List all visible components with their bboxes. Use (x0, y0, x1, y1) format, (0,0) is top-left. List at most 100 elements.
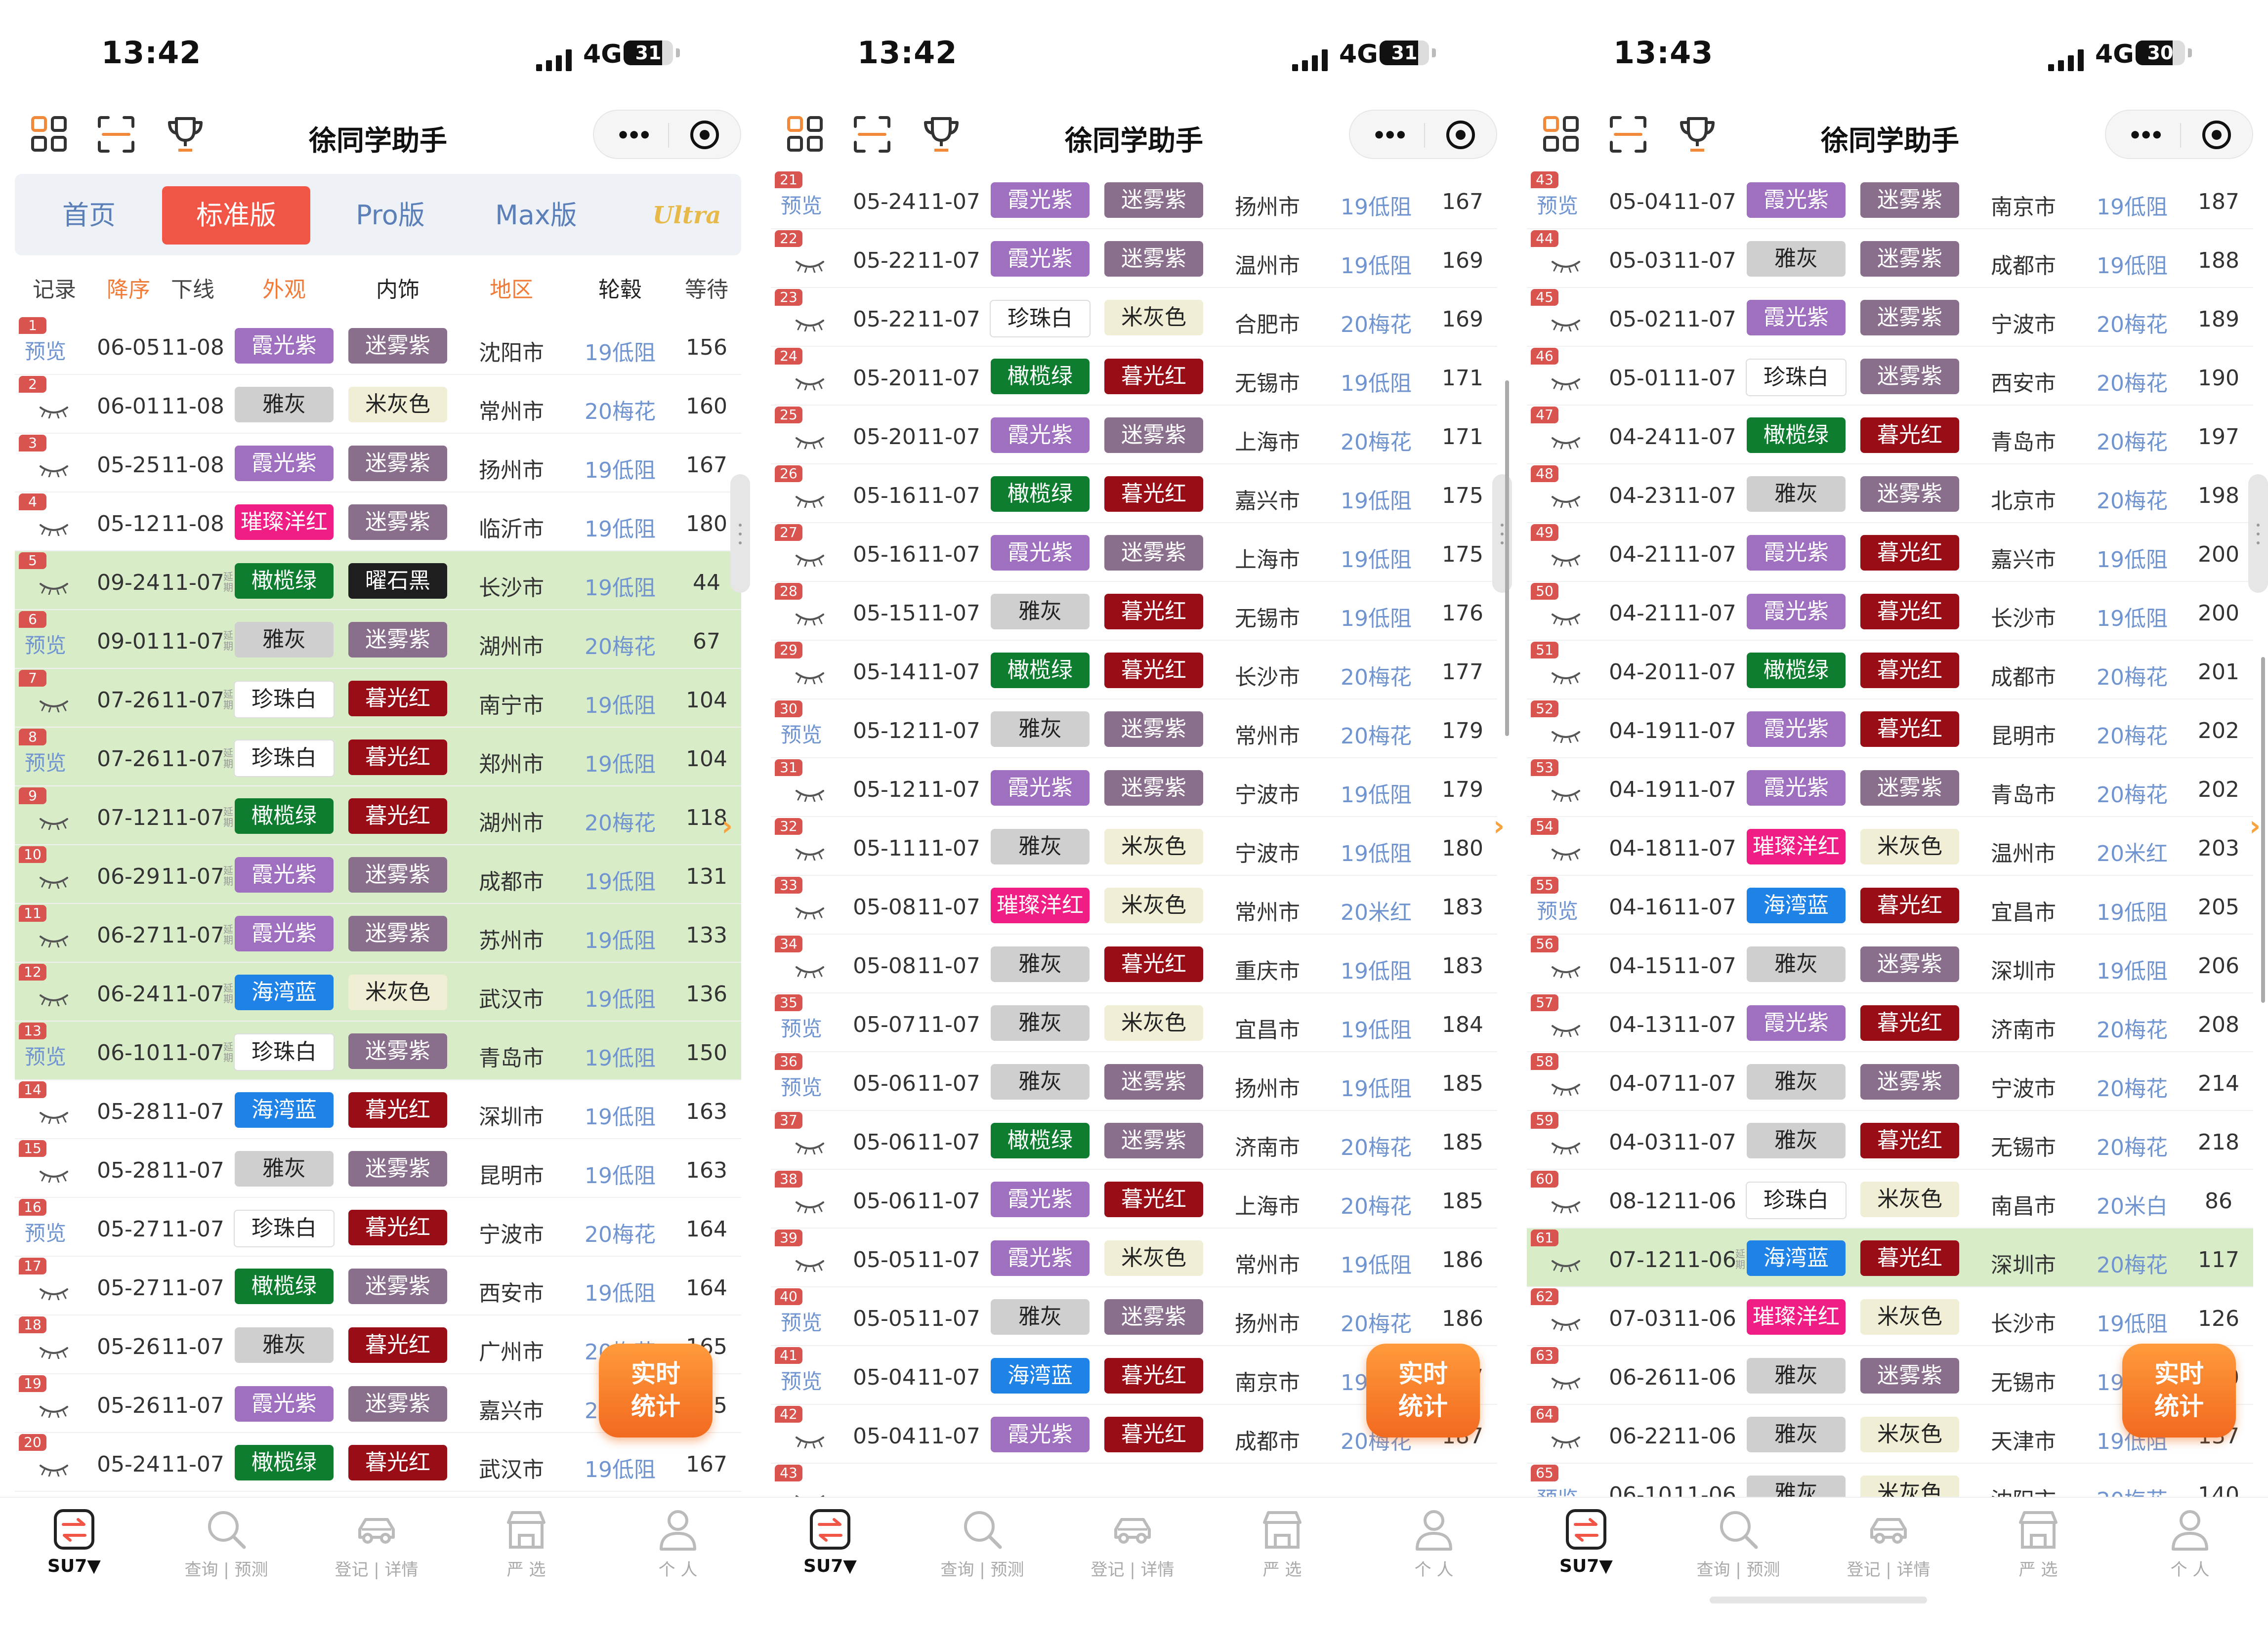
table-row[interactable]: 37 05-06 11-07 橄榄绿 迷雾紫 济南市 20梅花 185 (771, 1111, 1497, 1170)
preview-link[interactable]: 预览 (1537, 899, 1579, 923)
tab-bar-item-profile[interactable]: 个 人 (1377, 1508, 1491, 1606)
table-row[interactable]: 35 预览 05-07 11-07 雅灰 米灰色 宜昌市 19低阻 184 (771, 993, 1497, 1052)
tab-bar-item-select[interactable]: 严 选 (469, 1508, 583, 1606)
table-row[interactable]: 5 09-24 11-07 延期 橄榄绿 曜石黑 长沙市 19低阻 44 (15, 551, 741, 610)
expand-chevron-icon[interactable]: › (2249, 810, 2261, 842)
table-row[interactable]: 1 预览 06-05 11-08 霞光紫 迷雾紫 沈阳市 19低阻 156 (15, 316, 741, 375)
tab-bar-item-su7[interactable]: SU7▼ (17, 1508, 131, 1606)
mini-program-capsule[interactable]: ••• (2105, 110, 2253, 159)
table-row[interactable]: 4 05-12 11-08 璀璨洋红 迷雾紫 临沂市 19低阻 180 (15, 493, 741, 551)
close-target-icon[interactable] (1446, 121, 1475, 149)
tab-max[interactable]: Max版 (495, 200, 577, 231)
table-row[interactable]: 57 04-13 11-07 霞光紫 暮光红 济南市 20梅花 208 (1527, 993, 2253, 1052)
realtime-stats-button[interactable]: 实时 统计 (2122, 1344, 2236, 1437)
tab-bar-item-query[interactable]: 查询 | 预测 (925, 1508, 1039, 1606)
table-row[interactable]: 21 预览 05-24 11-07 霞光紫 迷雾紫 扬州市 19低阻 167 (771, 170, 1497, 229)
table-row[interactable]: 8 预览 07-26 11-07 延期 珍珠白 暮光红 郑州市 19低阻 104 (15, 728, 741, 786)
table-row[interactable]: 59 04-03 11-07 雅灰 暮光红 无锡市 20梅花 218 (1527, 1111, 2253, 1170)
table-row[interactable]: 28 05-15 11-07 雅灰 暮光红 无锡市 19低阻 176 (771, 582, 1497, 641)
tab-bar-item-profile[interactable]: 个 人 (621, 1508, 735, 1606)
mini-program-capsule[interactable]: ••• (1349, 110, 1497, 159)
table-row[interactable]: 20 05-24 11-07 橄榄绿 暮光红 武汉市 19低阻 167 (15, 1433, 741, 1492)
table-row[interactable]: 40 预览 05-05 11-07 雅灰 迷雾紫 扬州市 20梅花 186 (771, 1287, 1497, 1346)
table-row[interactable]: 47 04-24 11-07 橄榄绿 暮光红 青岛市 20梅花 197 (1527, 406, 2253, 464)
table-row[interactable]: 12 06-24 11-07 延期 海湾蓝 米灰色 武汉市 19低阻 136 (15, 963, 741, 1022)
table-row[interactable]: 43 预览 05-04 11-07 霞光紫 迷雾紫 南京市 19低阻 187 (1527, 170, 2253, 229)
side-drawer-handle[interactable] (2248, 474, 2268, 593)
table-row[interactable]: 45 05-02 11-07 霞光紫 迷雾紫 宁波市 20梅花 189 (1527, 288, 2253, 347)
expand-chevron-icon[interactable]: › (1493, 810, 1505, 842)
table-row[interactable]: 11 06-27 11-07 延期 霞光紫 迷雾紫 苏州市 19低阻 133 (15, 904, 741, 963)
tab-bar-item-register[interactable]: 登记 | 详情 (1076, 1508, 1189, 1606)
table-row[interactable]: 27 05-16 11-07 霞光紫 迷雾紫 上海市 19低阻 175 (771, 523, 1497, 582)
preview-link[interactable]: 预览 (781, 194, 823, 218)
tab-bar-item-su7[interactable]: SU7▼ (1529, 1508, 1643, 1606)
table-row[interactable]: 13 预览 06-10 11-07 延期 珍珠白 迷雾紫 青岛市 19低阻 150 (15, 1022, 741, 1080)
preview-link[interactable]: 预览 (25, 1221, 67, 1245)
table-row[interactable]: 29 05-14 11-07 橄榄绿 暮光红 长沙市 20梅花 177 (771, 641, 1497, 699)
table-row[interactable]: 30 预览 05-12 11-07 雅灰 迷雾紫 常州市 20梅花 179 (771, 699, 1497, 758)
table-row[interactable]: 9 07-12 11-07 延期 橄榄绿 暮光红 湖州市 20梅花 118 (15, 786, 741, 845)
close-target-icon[interactable] (2202, 121, 2231, 149)
preview-link[interactable]: 预览 (781, 1017, 823, 1041)
realtime-stats-button[interactable]: 实时 统计 (599, 1344, 713, 1437)
table-row[interactable]: 39 05-05 11-07 霞光紫 米灰色 常州市 19低阻 186 (771, 1229, 1497, 1287)
table-row[interactable]: 54 04-18 11-07 璀璨洋红 米灰色 温州市 20米红 203 (1527, 817, 2253, 876)
grid-menu-icon[interactable] (786, 115, 825, 154)
table-row[interactable]: 23 05-22 11-07 珍珠白 米灰色 合肥市 20梅花 169 (771, 288, 1497, 347)
table-row[interactable]: 16 预览 05-27 11-07 珍珠白 暮光红 宁波市 20梅花 164 (15, 1198, 741, 1257)
tab-pro[interactable]: Pro版 (356, 200, 425, 231)
tab-home[interactable]: 首页 (62, 200, 116, 231)
preview-link[interactable]: 预览 (781, 1369, 823, 1394)
table-row[interactable]: 7 07-26 11-07 延期 珍珠白 暮光红 南宁市 19低阻 104 (15, 669, 741, 728)
table-row[interactable]: 46 05-01 11-07 珍珠白 迷雾紫 西安市 20梅花 190 (1527, 347, 2253, 406)
table-row[interactable]: 50 04-21 11-07 霞光紫 暮光红 长沙市 19低阻 200 (1527, 582, 2253, 641)
table-row[interactable]: 10 06-29 11-07 延期 霞光紫 迷雾紫 成都市 19低阻 131 (15, 845, 741, 904)
table-row[interactable]: 2 06-01 11-08 雅灰 米灰色 常州市 20梅花 160 (15, 375, 741, 434)
preview-link[interactable]: 预览 (25, 1045, 67, 1069)
preview-link[interactable]: 预览 (781, 1311, 823, 1335)
tab-bar-item-profile[interactable]: 个 人 (2133, 1508, 2247, 1606)
scan-icon[interactable] (852, 115, 892, 154)
scan-icon[interactable] (96, 115, 136, 154)
tab-bar-item-register[interactable]: 登记 | 详情 (1832, 1508, 1945, 1606)
scrollbar[interactable] (1505, 380, 1509, 736)
table-row[interactable]: 14 05-28 11-07 海湾蓝 暮光红 深圳市 19低阻 163 (15, 1080, 741, 1139)
table-row[interactable]: 55 预览 04-16 11-07 海湾蓝 暮光红 宜昌市 19低阻 205 (1527, 876, 2253, 935)
table-row[interactable]: 36 预览 05-06 11-07 雅灰 迷雾紫 扬州市 19低阻 185 (771, 1052, 1497, 1111)
table-row[interactable]: 52 04-19 11-07 霞光紫 暮光红 昆明市 20梅花 202 (1527, 699, 2253, 758)
preview-link[interactable]: 预览 (25, 339, 67, 364)
table-row[interactable]: 17 05-27 11-07 橄榄绿 迷雾紫 西安市 19低阻 164 (15, 1257, 741, 1315)
table-row[interactable]: 48 04-23 11-07 雅灰 迷雾紫 北京市 20梅花 198 (1527, 464, 2253, 523)
table-row[interactable]: 24 05-20 11-07 橄榄绿 暮光红 无锡市 19低阻 171 (771, 347, 1497, 406)
table-row[interactable]: 62 07-03 11-06 璀璨洋红 米灰色 长沙市 19低阻 126 (1527, 1287, 2253, 1346)
table-row[interactable]: 15 05-28 11-07 雅灰 迷雾紫 昆明市 19低阻 163 (15, 1139, 741, 1198)
table-row[interactable]: 56 04-15 11-07 雅灰 迷雾紫 深圳市 19低阻 206 (1527, 935, 2253, 993)
side-drawer-handle[interactable] (1492, 474, 1512, 593)
grid-menu-icon[interactable] (1542, 115, 1581, 154)
table-row[interactable]: 34 05-08 11-07 雅灰 暮光红 重庆市 19低阻 183 (771, 935, 1497, 993)
more-icon[interactable]: ••• (2128, 123, 2164, 148)
table-row[interactable]: 33 05-08 11-07 璀璨洋红 米灰色 常州市 20米红 183 (771, 876, 1497, 935)
tab-standard[interactable]: 标准版 (162, 186, 310, 245)
tab-bar-item-su7[interactable]: SU7▼ (773, 1508, 887, 1606)
table-row[interactable]: 26 05-16 11-07 橄榄绿 暮光红 嘉兴市 19低阻 175 (771, 464, 1497, 523)
tab-bar-item-select[interactable]: 严 选 (1981, 1508, 2095, 1606)
tab-bar-item-query[interactable]: 查询 | 预测 (1681, 1508, 1795, 1606)
close-target-icon[interactable] (690, 121, 719, 149)
table-row[interactable]: 6 预览 09-01 11-07 延期 雅灰 迷雾紫 湖州市 20梅花 67 (15, 610, 741, 669)
tab-ultra[interactable]: Ultra (652, 202, 721, 229)
table-row[interactable]: 3 05-25 11-08 霞光紫 迷雾紫 扬州市 19低阻 167 (15, 434, 741, 493)
table-row[interactable]: 44 05-03 11-07 雅灰 迷雾紫 成都市 19低阻 188 (1527, 229, 2253, 288)
preview-link[interactable]: 预览 (781, 723, 823, 747)
table-row[interactable]: 61 07-12 11-06 延期 海湾蓝 暮光红 深圳市 20梅花 117 (1527, 1229, 2253, 1287)
table-row[interactable]: 22 05-22 11-07 霞光紫 迷雾紫 温州市 19低阻 169 (771, 229, 1497, 288)
tab-bar-item-query[interactable]: 查询 | 预测 (169, 1508, 283, 1606)
more-icon[interactable]: ••• (616, 123, 652, 148)
table-row[interactable]: 58 04-07 11-07 雅灰 迷雾紫 宁波市 20梅花 214 (1527, 1052, 2253, 1111)
tab-bar-item-select[interactable]: 严 选 (1225, 1508, 1339, 1606)
scan-icon[interactable] (1608, 115, 1648, 154)
trophy-icon[interactable] (166, 115, 205, 154)
